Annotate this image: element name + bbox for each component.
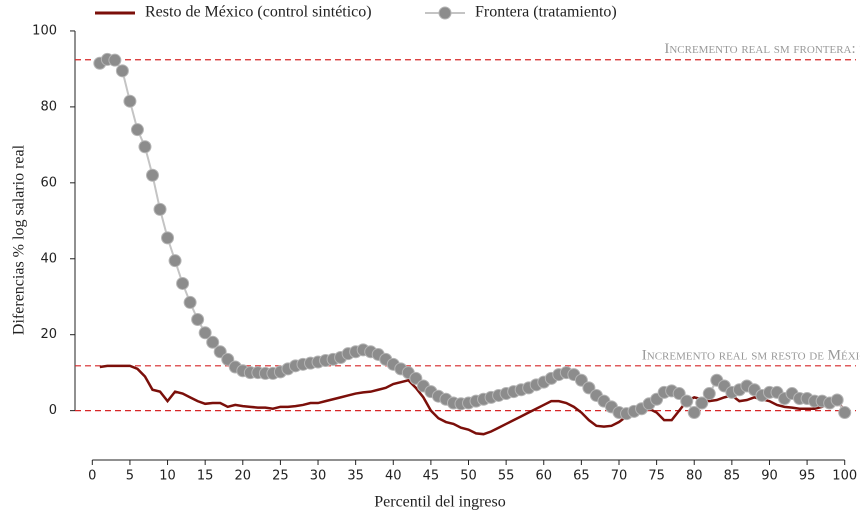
y-tick-label: 100: [32, 23, 57, 38]
x-tick-label: 75: [648, 469, 665, 484]
y-tick-label: 0: [49, 403, 57, 418]
reference-label: Incremento real sm frontera: 92.42%: [664, 41, 860, 57]
y-tick-label: 80: [40, 99, 57, 114]
reference-label: Incremento real sm resto de México: 11.8…: [642, 347, 860, 363]
x-tick-label: 5: [126, 469, 134, 484]
x-tick-label: 80: [686, 469, 703, 484]
x-tick-label: 25: [272, 469, 289, 484]
series-marker: [168, 254, 182, 268]
series-marker: [830, 393, 844, 407]
y-axis-title: Diferencias % log salario real: [11, 144, 28, 335]
series-marker: [130, 123, 144, 137]
series-marker: [145, 168, 159, 182]
series-marker: [108, 53, 122, 67]
x-tick-label: 55: [498, 469, 515, 484]
series-marker: [695, 396, 709, 410]
x-tick-label: 90: [761, 469, 778, 484]
x-tick-label: 50: [460, 469, 477, 484]
x-tick-label: 85: [724, 469, 741, 484]
series-marker: [115, 64, 129, 78]
x-tick-label: 60: [535, 469, 552, 484]
y-tick-label: 60: [40, 175, 57, 190]
x-tick-label: 0: [88, 469, 96, 484]
x-tick-label: 95: [799, 469, 816, 484]
series-marker: [153, 202, 167, 216]
series-marker: [176, 276, 190, 290]
legend-marker: [438, 6, 452, 20]
series-marker: [138, 140, 152, 154]
x-tick-label: 35: [347, 469, 364, 484]
series-marker: [161, 231, 175, 245]
x-tick-label: 100: [832, 469, 857, 484]
series-marker: [198, 326, 212, 340]
series-marker: [123, 94, 137, 108]
x-tick-label: 10: [159, 469, 176, 484]
series-marker: [838, 406, 852, 420]
series-marker: [680, 394, 694, 408]
x-tick-label: 45: [423, 469, 440, 484]
series-line: [99, 364, 846, 436]
x-axis-title: Percentil del ingreso: [374, 494, 506, 511]
y-tick-label: 20: [40, 327, 57, 342]
series-marker: [191, 313, 205, 327]
x-tick-label: 40: [385, 469, 402, 484]
x-tick-label: 30: [310, 469, 327, 484]
series-marker: [206, 335, 220, 349]
series-marker: [702, 387, 716, 401]
legend-label: Frontera (tratamiento): [475, 4, 617, 21]
x-tick-label: 65: [573, 469, 590, 484]
legend-label: Resto de México (control sintético): [145, 4, 372, 21]
x-tick-label: 20: [235, 469, 252, 484]
series-marker: [183, 295, 197, 309]
series-marker: [687, 406, 701, 420]
x-tick-label: 15: [197, 469, 214, 484]
y-tick-label: 40: [40, 251, 57, 266]
x-tick-label: 70: [611, 469, 628, 484]
